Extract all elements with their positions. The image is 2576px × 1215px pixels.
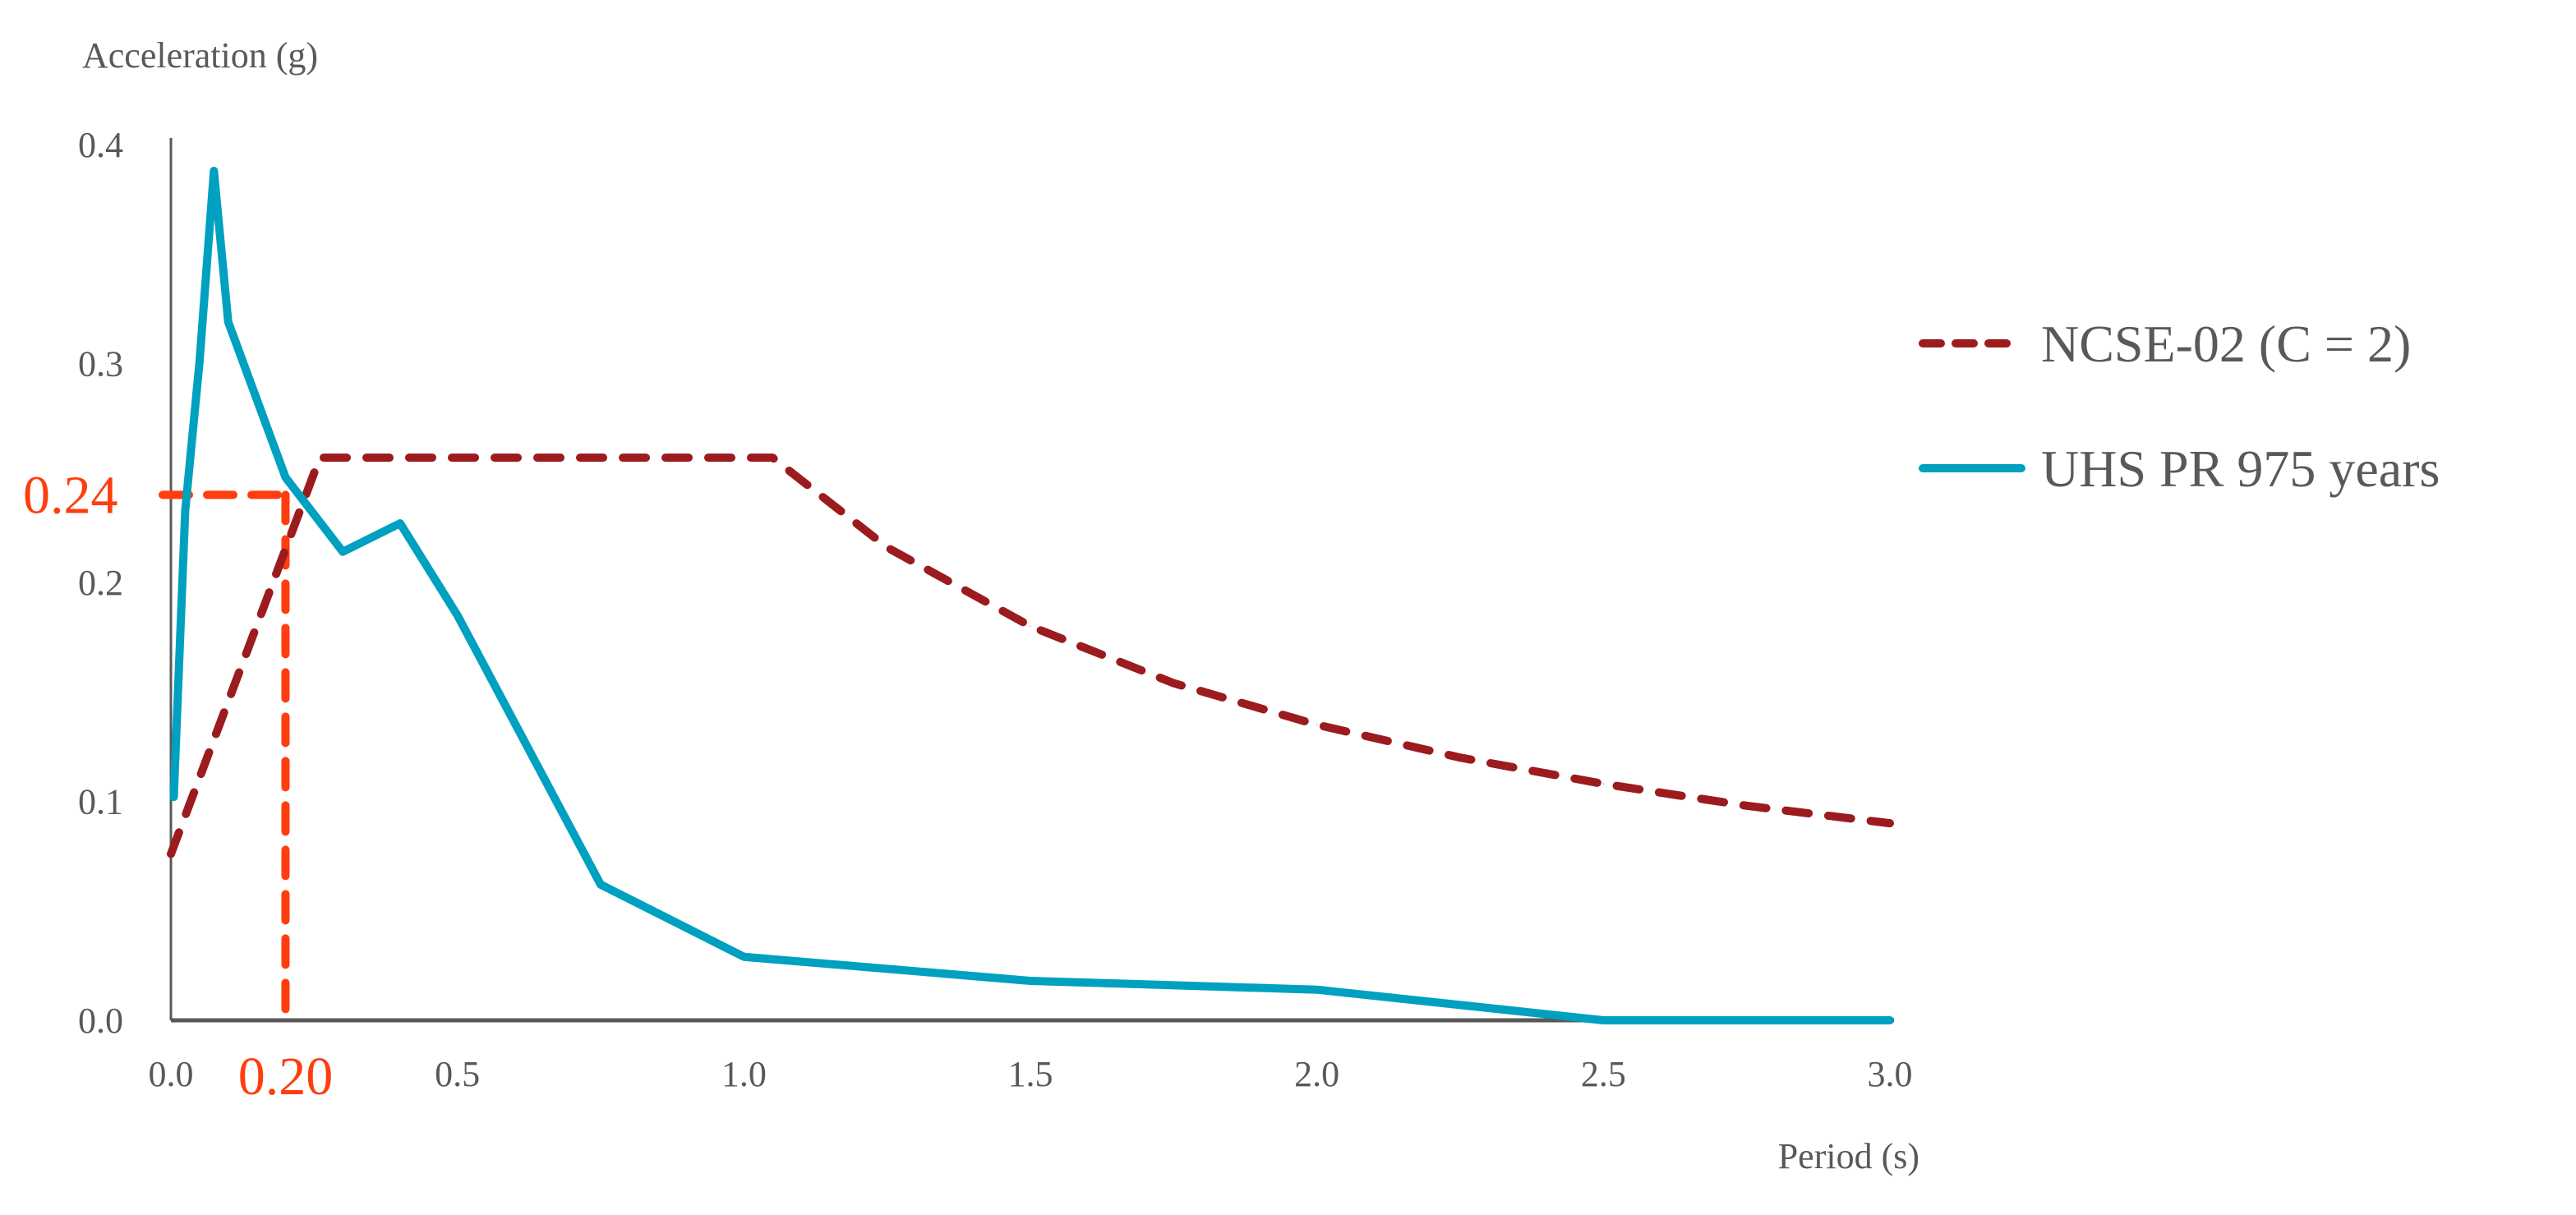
y-tick-label: 0.0: [78, 1001, 123, 1041]
legend-label: NCSE-02 (C = 2): [2041, 315, 2411, 373]
y-tick-label: 0.3: [78, 344, 123, 384]
data-point: [1030, 625, 1031, 627]
x-axis-label: Period (s): [1778, 1136, 1919, 1176]
y-tick-label: 0.4: [78, 125, 123, 165]
data-point: [173, 796, 174, 798]
data-point: [1316, 989, 1318, 991]
x-tick-label: 0.5: [435, 1054, 480, 1094]
data-point: [1030, 980, 1031, 982]
annotation-x-label: 0.20: [238, 1047, 334, 1107]
data-point: [1602, 783, 1604, 785]
x-tick-label: 1.0: [721, 1054, 767, 1094]
x-tick-label: 2.5: [1581, 1054, 1626, 1094]
y-axis-label: Acceleration (g): [82, 35, 318, 76]
annotation-y-label: 0.24: [23, 465, 118, 525]
data-point: [1746, 805, 1748, 807]
x-tick-label: 1.5: [1008, 1054, 1053, 1094]
data-point: [184, 509, 186, 511]
x-tick-label: 2.0: [1294, 1054, 1339, 1094]
legend-label: UHS PR 975 years: [2041, 440, 2440, 498]
series-line-uhs-pr-975: [169, 166, 1894, 1024]
y-tick-label: 0.2: [78, 563, 123, 603]
data-point: [1889, 1019, 1891, 1021]
data-point: [399, 522, 401, 524]
data-point: [284, 476, 286, 478]
data-point: [1459, 757, 1461, 758]
y-tick-label: 0.1: [78, 782, 123, 822]
data-point: [1889, 822, 1891, 824]
data-point: [1602, 1019, 1604, 1021]
x-tick-label: 0.0: [149, 1054, 194, 1094]
data-point: [457, 614, 459, 616]
series-line-ncse-02: [167, 453, 1894, 858]
x-tick-label: 3.0: [1868, 1054, 1913, 1094]
